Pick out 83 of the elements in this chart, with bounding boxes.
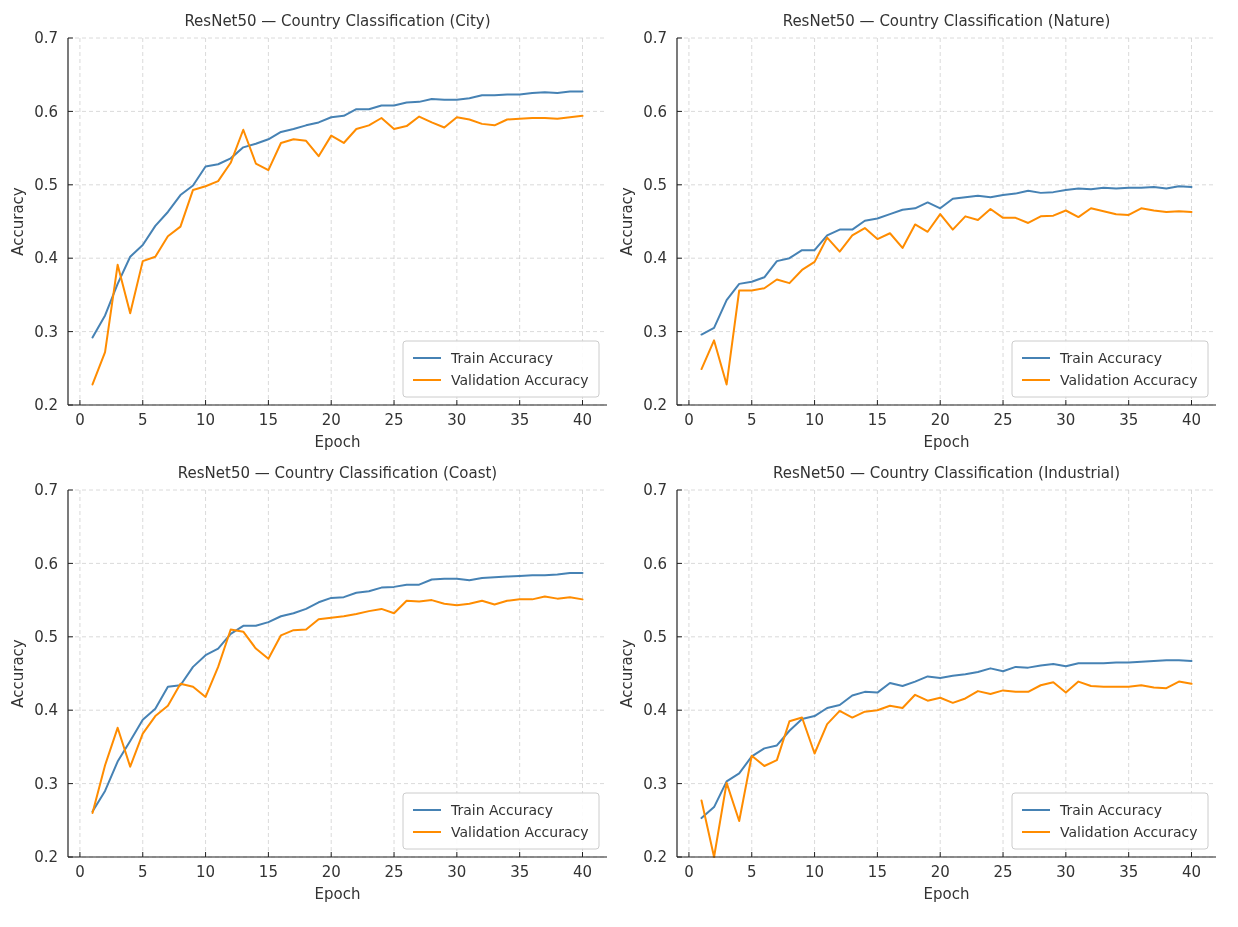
y-tick-label: 0.2 (34, 848, 58, 867)
chart-title: ResNet50 — Country Classification (Coast) (177, 464, 498, 482)
x-tick-label: 30 (1056, 863, 1076, 881)
x-axis-title: Epoch (314, 433, 361, 451)
y-tick-label: 0.6 (643, 554, 667, 573)
x-tick-label: 35 (1119, 411, 1139, 429)
line-series (700, 185, 1193, 336)
x-tick-label: 10 (196, 411, 216, 429)
x-tick-label: 30 (1056, 411, 1076, 429)
x-tick-label: 25 (384, 863, 404, 881)
y-tick-label: 0.3 (643, 774, 667, 793)
chart-title: ResNet50 — Country Classification (City) (184, 12, 491, 30)
y-tick-label: 0.7 (34, 29, 58, 48)
x-tick-label: 25 (993, 411, 1013, 429)
legend-label: Train Accuracy (450, 349, 553, 366)
x-tick-label: 10 (805, 411, 825, 429)
y-tick-label: 0.3 (34, 322, 58, 341)
x-tick-label: 10 (805, 863, 825, 881)
y-axis-title: Accuracy (618, 187, 636, 256)
x-tick-label: 40 (1181, 411, 1202, 429)
x-tick-label: 35 (510, 411, 530, 429)
y-tick-label: 0.4 (643, 701, 667, 720)
line-series (700, 659, 1193, 820)
legend-label: Validation Accuracy (1060, 371, 1198, 388)
x-tick-label: 25 (993, 863, 1013, 881)
x-tick-label: 0 (684, 863, 694, 881)
chart-title: ResNet50 — Country Classification (Industrial) (772, 464, 1121, 482)
legend-label: Validation Accuracy (451, 371, 589, 388)
x-tick-label: 40 (572, 863, 593, 881)
y-tick-label: 0.4 (34, 249, 58, 268)
y-axis-title: Accuracy (9, 187, 27, 256)
line-series (91, 90, 584, 339)
x-tick-label: 40 (572, 411, 593, 429)
x-axis-title: Epoch (923, 433, 970, 451)
x-tick-label: 30 (447, 863, 467, 881)
x-tick-label: 15 (258, 411, 278, 429)
y-axis-title: Accuracy (618, 639, 636, 708)
legend-label: Validation Accuracy (451, 823, 589, 840)
x-tick-label: 20 (321, 411, 341, 429)
y-tick-label: 0.5 (34, 176, 58, 195)
x-tick-label: 10 (196, 863, 216, 881)
y-axis-title: Accuracy (9, 639, 27, 708)
x-tick-label: 5 (137, 863, 148, 881)
x-tick-label: 0 (75, 411, 85, 429)
x-axis-title: Epoch (923, 885, 970, 903)
y-tick-label: 0.4 (643, 249, 667, 268)
y-tick-label: 0.6 (34, 102, 58, 121)
y-tick-label: 0.3 (643, 322, 667, 341)
x-tick-label: 20 (930, 411, 950, 429)
legend-label: Validation Accuracy (1060, 823, 1198, 840)
x-tick-label: 5 (137, 411, 148, 429)
y-tick-label: 0.6 (34, 554, 58, 573)
y-tick-label: 0.5 (643, 628, 667, 647)
x-tick-label: 20 (930, 863, 950, 881)
legend-label: Train Accuracy (450, 801, 553, 818)
y-tick-label: 0.5 (34, 628, 58, 647)
y-tick-label: 0.4 (34, 701, 58, 720)
x-axis-title: Epoch (314, 885, 361, 903)
y-tick-label: 0.7 (34, 481, 58, 500)
x-tick-label: 15 (867, 863, 887, 881)
y-tick-label: 0.2 (643, 396, 667, 415)
x-tick-label: 35 (510, 863, 530, 881)
x-tick-label: 5 (746, 863, 757, 881)
legend-label: Train Accuracy (1059, 801, 1162, 818)
x-tick-label: 15 (867, 411, 887, 429)
x-tick-label: 0 (75, 863, 85, 881)
y-tick-label: 0.7 (643, 481, 667, 500)
x-tick-label: 35 (1119, 863, 1139, 881)
chart-title: ResNet50 — Country Classification (Nature) (782, 12, 1111, 30)
x-tick-label: 15 (258, 863, 278, 881)
y-tick-label: 0.7 (643, 29, 667, 48)
x-tick-label: 5 (746, 411, 757, 429)
y-tick-label: 0.2 (34, 396, 58, 415)
y-tick-label: 0.3 (34, 774, 58, 793)
x-tick-label: 40 (1181, 863, 1202, 881)
x-tick-label: 0 (684, 411, 694, 429)
x-tick-label: 25 (384, 411, 404, 429)
x-tick-label: 30 (447, 411, 467, 429)
y-tick-label: 0.2 (643, 848, 667, 867)
legend-label: Train Accuracy (1059, 349, 1162, 366)
x-tick-label: 20 (321, 863, 341, 881)
y-tick-label: 0.5 (643, 176, 667, 195)
y-tick-label: 0.6 (643, 102, 667, 121)
